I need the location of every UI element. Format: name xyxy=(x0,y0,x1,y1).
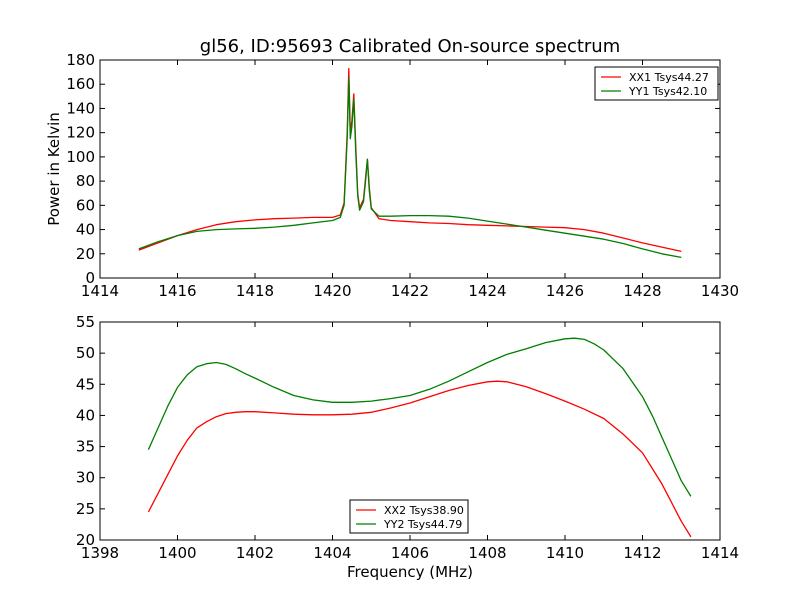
bottom-chart-xtick-label: 1404 xyxy=(313,544,351,562)
top-chart-ylabel: Power in Kelvin xyxy=(45,112,63,226)
bottom-chart-legend-label: YY2 Tsys44.79 xyxy=(383,518,462,531)
top-chart-y-axis: 0 20 40 60 80 100 120 140 160 180 xyxy=(66,51,720,287)
bottom-chart-series-line-1 xyxy=(147,380,692,538)
top-chart-title: gl56, ID:95693 Calibrated On-source spec… xyxy=(200,36,620,57)
top-chart-ytick-label: 140 xyxy=(66,99,95,117)
bottom-chart-xtick-label: 1398 xyxy=(81,544,119,562)
top-chart-x-axis: 1414 1416 1418 1420 1422 1424 1426 1428 1430 xyxy=(81,60,739,300)
top-chart-xtick-label: 1426 xyxy=(546,282,584,300)
top-chart: gl56, ID:95693 Calibrated On-source spec… xyxy=(45,36,739,300)
bottom-chart-xtick-label: 1402 xyxy=(236,544,274,562)
bottom-chart-plot-area xyxy=(147,337,692,538)
top-chart-xtick-label: 1430 xyxy=(701,282,739,300)
bottom-chart-ytick-label: 45 xyxy=(76,375,95,393)
top-chart-ytick-label: 20 xyxy=(76,245,95,263)
top-chart-ytick-label: 0 xyxy=(85,269,95,287)
top-chart-plot-area xyxy=(138,67,682,259)
bottom-chart-ytick-label: 50 xyxy=(76,344,95,362)
top-chart-ytick-label: 60 xyxy=(76,196,95,214)
top-chart-xtick-label: 1414 xyxy=(81,282,119,300)
bottom-chart-ytick-label: 20 xyxy=(76,531,95,549)
top-chart-legend-box xyxy=(594,66,719,101)
bottom-chart-ytick-label: 30 xyxy=(76,469,95,487)
top-chart-xtick-label: 1424 xyxy=(468,282,506,300)
bottom-chart-xtick-label: 1400 xyxy=(158,544,196,562)
top-chart-xtick-label: 1422 xyxy=(391,282,429,300)
top-chart-xtick-label: 1416 xyxy=(158,282,196,300)
top-chart-legend-label: YY1 Tsys42.10 xyxy=(628,85,707,98)
top-chart-legend-label: XX1 Tsys44.27 xyxy=(629,71,709,84)
bottom-chart-legend-box xyxy=(349,499,469,534)
top-chart-ytick-label: 100 xyxy=(66,148,95,166)
top-chart-ytick-label: 120 xyxy=(66,124,95,142)
top-chart-ytick-label: 180 xyxy=(66,51,95,69)
top-chart-xtick-label: 1428 xyxy=(623,282,661,300)
top-chart-ytick-label: 80 xyxy=(76,172,95,190)
top-chart-ytick-label: 40 xyxy=(76,221,95,239)
bottom-chart-xtick-label: 1410 xyxy=(546,544,584,562)
bottom-chart-ytick-label: 55 xyxy=(76,313,95,331)
bottom-chart: Frequency (MHz) 1398 1400 1402 1404 1406 1408… xyxy=(76,313,739,581)
bottom-chart-xtick-label: 1406 xyxy=(391,544,429,562)
bottom-chart-xtick-label: 1412 xyxy=(623,544,661,562)
bottom-chart-frame xyxy=(99,321,721,541)
top-chart-ytick-label: 160 xyxy=(66,75,95,93)
bottom-chart-xlabel: Frequency (MHz) xyxy=(347,563,473,581)
bottom-chart-ytick-label: 40 xyxy=(76,406,95,424)
top-chart-frame xyxy=(99,59,721,279)
top-chart-series-line-2 xyxy=(138,77,682,259)
bottom-chart-ytick-label: 25 xyxy=(76,500,95,518)
bottom-chart-series-line-2 xyxy=(147,337,692,497)
bottom-chart-legend-label: XX2 Tsys38.90 xyxy=(384,504,464,517)
top-chart-xtick-label: 1420 xyxy=(313,282,351,300)
bottom-chart-xtick-label: 1408 xyxy=(468,544,506,562)
bottom-chart-ytick-label: 35 xyxy=(76,438,95,456)
bottom-chart-xtick-label: 1414 xyxy=(701,544,739,562)
top-chart-xtick-label: 1418 xyxy=(236,282,274,300)
